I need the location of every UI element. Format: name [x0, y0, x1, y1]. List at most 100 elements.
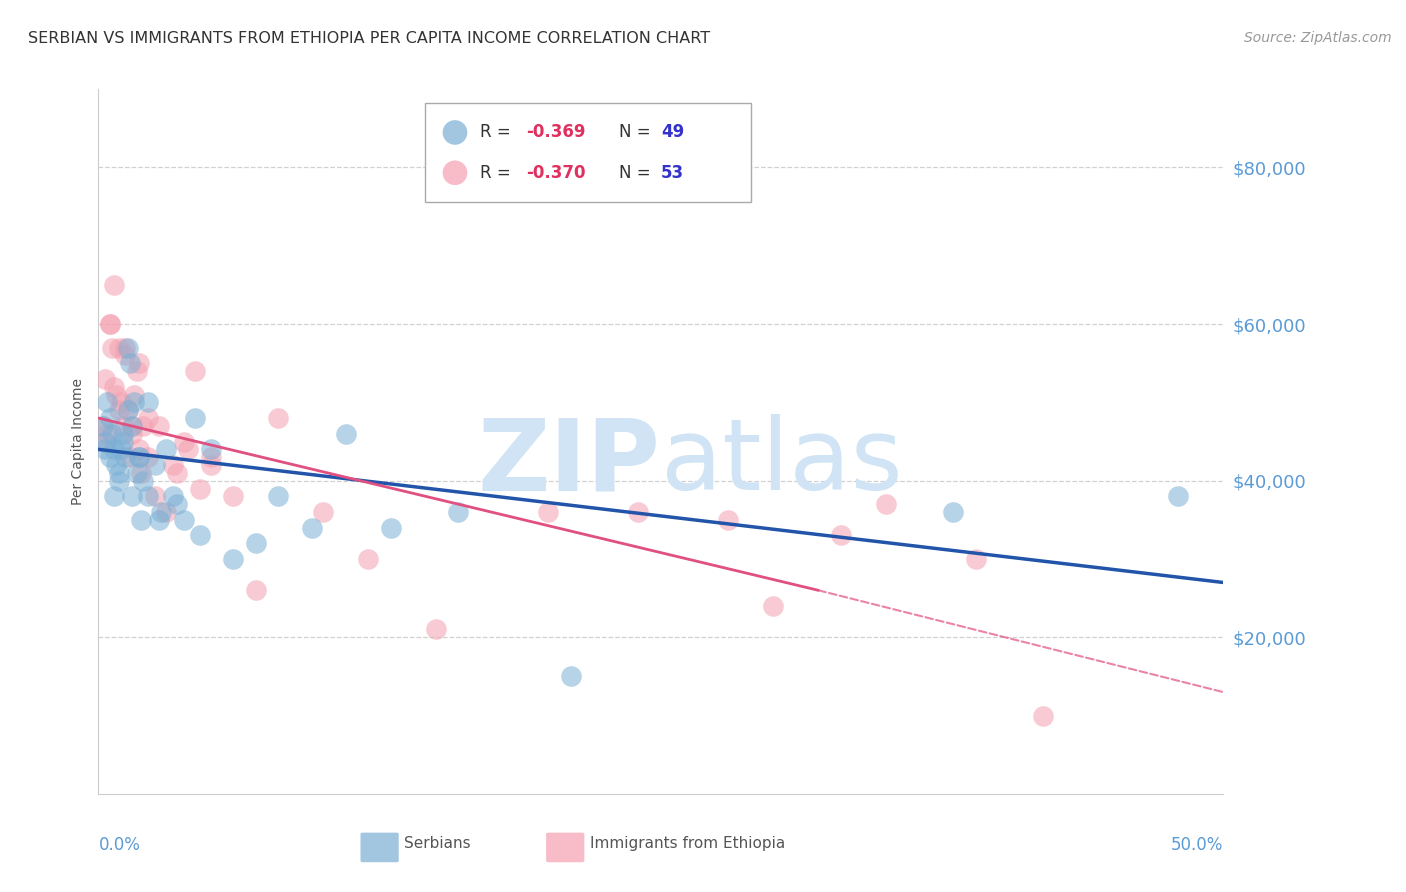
Point	[136, 450, 159, 465]
Point	[114, 450, 136, 465]
Point	[94, 434, 117, 449]
Text: Serbians: Serbians	[405, 836, 471, 851]
Point	[94, 442, 117, 457]
Point	[188, 528, 211, 542]
Point	[245, 583, 267, 598]
Point	[98, 450, 121, 465]
Text: 53: 53	[661, 164, 683, 182]
Point	[447, 505, 470, 519]
Point	[103, 489, 125, 503]
Point	[166, 497, 188, 511]
Point	[94, 434, 117, 449]
Point	[357, 552, 380, 566]
Point	[96, 395, 118, 409]
Point	[101, 341, 124, 355]
Point	[107, 403, 129, 417]
Point	[267, 411, 290, 425]
Point	[121, 418, 143, 433]
Point	[188, 482, 211, 496]
Text: R =: R =	[479, 164, 516, 182]
Point	[148, 513, 170, 527]
Point	[101, 426, 124, 441]
Point	[143, 489, 166, 503]
Point	[942, 505, 965, 519]
Point	[245, 536, 267, 550]
Point	[162, 458, 184, 472]
Point	[132, 418, 155, 433]
Text: R =: R =	[479, 123, 516, 142]
Point	[117, 403, 139, 417]
FancyBboxPatch shape	[425, 103, 751, 202]
Point	[762, 599, 785, 613]
Point	[136, 489, 159, 503]
Point	[107, 466, 129, 480]
Point	[155, 442, 177, 457]
Point	[128, 450, 150, 465]
Point	[121, 489, 143, 503]
Text: -0.369: -0.369	[526, 123, 585, 142]
Point	[112, 434, 135, 449]
Point	[222, 489, 245, 503]
Point	[173, 434, 195, 449]
Point	[121, 426, 143, 441]
Point	[717, 513, 740, 527]
Point	[125, 364, 148, 378]
Point	[129, 513, 152, 527]
Point	[107, 341, 129, 355]
Point	[162, 489, 184, 503]
Text: atlas: atlas	[661, 414, 903, 511]
Point	[184, 411, 207, 425]
Point	[155, 505, 177, 519]
Point	[124, 395, 146, 409]
Point	[312, 505, 335, 519]
Point	[184, 364, 207, 378]
Point	[965, 552, 987, 566]
Point	[110, 442, 132, 457]
Point	[117, 403, 139, 417]
Point	[177, 442, 200, 457]
Text: 49: 49	[661, 123, 685, 142]
Point	[627, 505, 650, 519]
Point	[173, 513, 195, 527]
Point	[128, 356, 150, 370]
Point	[105, 387, 128, 401]
Point	[425, 623, 447, 637]
Text: N =: N =	[619, 164, 657, 182]
Point	[1167, 489, 1189, 503]
Point	[91, 418, 114, 433]
Point	[267, 489, 290, 503]
Point	[136, 395, 159, 409]
Point	[103, 277, 125, 292]
Text: N =: N =	[619, 123, 657, 142]
Text: 0.0%: 0.0%	[98, 836, 141, 855]
Point	[117, 341, 139, 355]
Point	[112, 418, 135, 433]
Text: SERBIAN VS IMMIGRANTS FROM ETHIOPIA PER CAPITA INCOME CORRELATION CHART: SERBIAN VS IMMIGRANTS FROM ETHIOPIA PER …	[28, 31, 710, 46]
Point	[128, 450, 150, 465]
Point	[222, 552, 245, 566]
Point	[560, 669, 582, 683]
Point	[107, 474, 129, 488]
Point	[150, 505, 173, 519]
Ellipse shape	[443, 120, 467, 145]
Point	[118, 450, 141, 465]
Point	[200, 442, 222, 457]
Text: Source: ZipAtlas.com: Source: ZipAtlas.com	[1244, 31, 1392, 45]
Ellipse shape	[443, 161, 467, 186]
Point	[166, 466, 188, 480]
Point	[110, 395, 132, 409]
Point	[875, 497, 897, 511]
Point	[103, 442, 125, 457]
Point	[96, 426, 118, 441]
Point	[103, 380, 125, 394]
Point	[114, 341, 136, 355]
Text: -0.370: -0.370	[526, 164, 585, 182]
Point	[148, 418, 170, 433]
Point	[537, 505, 560, 519]
Point	[118, 356, 141, 370]
Text: 50.0%: 50.0%	[1171, 836, 1223, 855]
Point	[105, 458, 128, 472]
Point	[380, 521, 402, 535]
Point	[301, 521, 323, 535]
Point	[200, 450, 222, 465]
